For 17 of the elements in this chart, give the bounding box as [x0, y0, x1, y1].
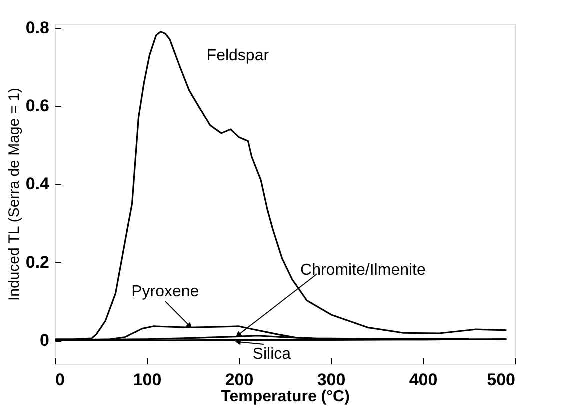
- y-tick-label: 0.8: [26, 18, 50, 38]
- y-tick-label: 0.2: [26, 252, 50, 272]
- legend-label: Silica: [252, 346, 292, 364]
- x-axis-title: Temperature (°C): [221, 388, 350, 406]
- y-axis-title: Induced TL (Serra de Mage = 1): [6, 88, 23, 302]
- x-tick-label: 500: [487, 370, 516, 390]
- x-tick-label: 200: [225, 370, 254, 390]
- x-tick-label: 0: [56, 370, 65, 390]
- x-tick-label: 300: [317, 370, 346, 390]
- y-tick-label: 0: [40, 331, 50, 350]
- x-tick-label: 100: [133, 370, 162, 390]
- y-tick-label: 0.6: [26, 96, 50, 116]
- series-label: Pyroxene: [132, 284, 200, 301]
- series-label: Feldspar: [206, 47, 270, 64]
- y-tick-label: 0.4: [26, 174, 50, 194]
- text: Chromite/Ilmenite: [300, 262, 426, 280]
- x-tick-label: 400: [409, 370, 438, 390]
